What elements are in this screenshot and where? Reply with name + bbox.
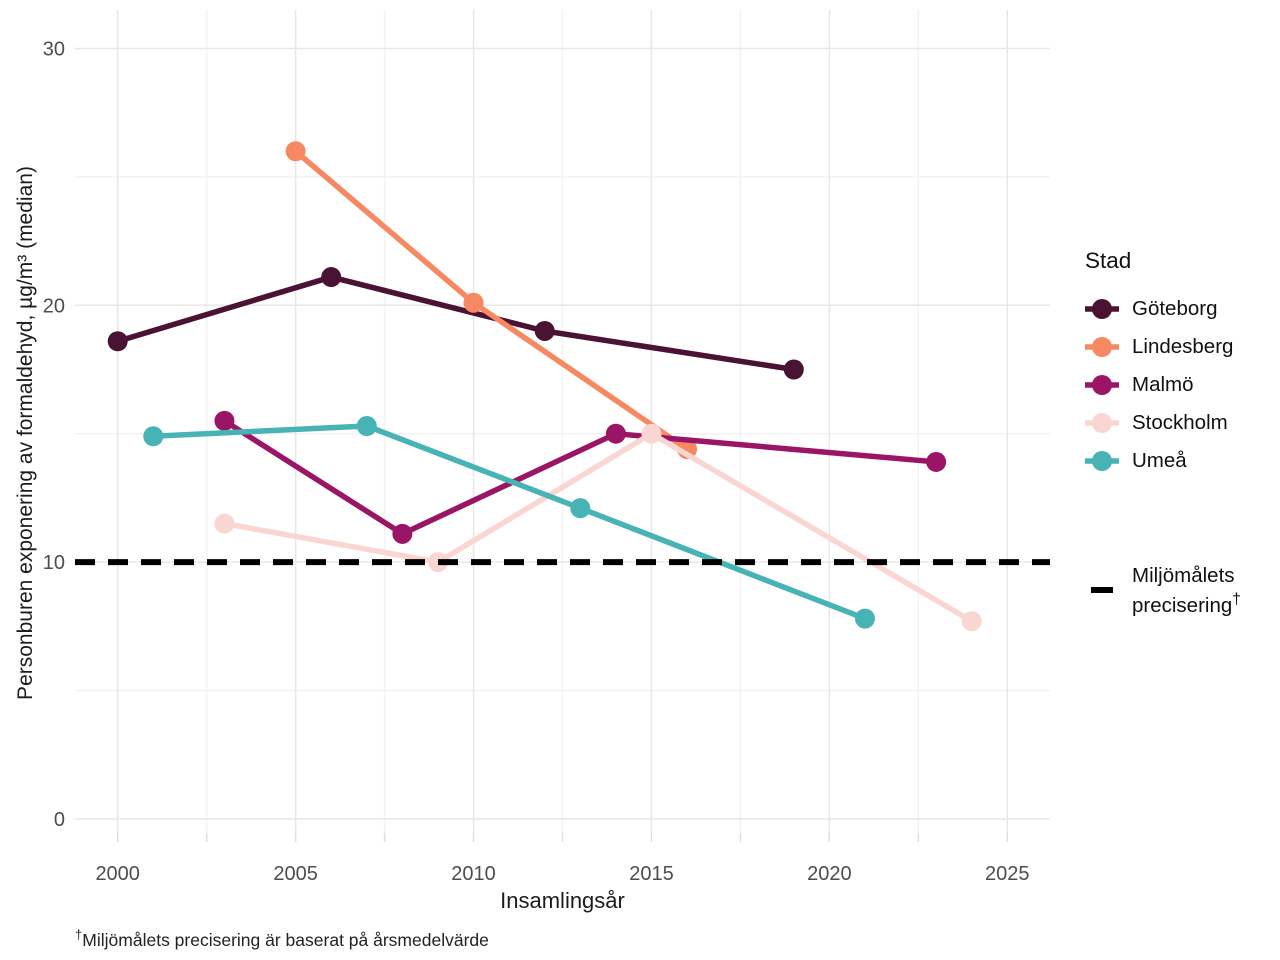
data-point-malmo-2014 xyxy=(605,423,626,444)
y-tick-label: 10 xyxy=(43,552,65,574)
footnote: †Miljömålets precisering är baserat på å… xyxy=(75,927,489,950)
line-point-key-icon xyxy=(1085,299,1119,319)
legend-title: Stad xyxy=(1085,248,1132,273)
line-point-key-icon xyxy=(1085,413,1119,433)
data-point-goteborg-2019 xyxy=(783,359,804,380)
data-point-goteborg-2000 xyxy=(107,331,128,352)
dashed-line-key-icon xyxy=(1091,587,1113,594)
legend-item-malmo: Malmö xyxy=(1085,366,1275,404)
legend-item-goteborg: Göteborg xyxy=(1085,290,1275,328)
data-point-umea-2013 xyxy=(570,498,591,519)
legend-label-stockholm: Stockholm xyxy=(1132,411,1228,434)
series-line-umea xyxy=(153,423,866,622)
dagger-superscript: † xyxy=(1232,590,1241,608)
data-point-lindesberg-2010 xyxy=(463,292,484,313)
series-line-goteborg xyxy=(116,274,795,373)
legend-label-reference-line: Miljömålets precisering† xyxy=(1132,564,1241,617)
x-tick-label: 2015 xyxy=(629,863,674,885)
data-point-malmo-2023 xyxy=(926,451,947,472)
data-point-malmo-2008 xyxy=(392,523,413,544)
data-point-malmo-2003 xyxy=(214,410,235,431)
x-tick-label: 2025 xyxy=(985,863,1030,885)
x-tick-label: 2000 xyxy=(95,863,140,885)
legend-item-lindesberg: Lindesberg xyxy=(1085,328,1275,366)
legend-label-goteborg: Göteborg xyxy=(1132,297,1218,320)
dagger-superscript: † xyxy=(75,927,83,942)
y-axis-title: Personburen exponering av formaldehyd, µ… xyxy=(14,166,37,700)
y-tick-label: 20 xyxy=(43,295,65,317)
legend-item-stockholm: Stockholm xyxy=(1085,404,1275,442)
data-point-umea-2001 xyxy=(143,426,164,447)
data-point-umea-2007 xyxy=(356,415,377,436)
legend-item-umea: Umeå xyxy=(1085,442,1275,480)
x-tick-label: 2020 xyxy=(807,863,852,885)
x-tick-label: 2010 xyxy=(451,863,496,885)
line-point-key-icon xyxy=(1085,451,1119,471)
data-point-stockholm-2003 xyxy=(214,513,235,534)
series-line-malmo xyxy=(222,418,937,537)
data-point-lindesberg-2005 xyxy=(285,141,306,162)
series-line-lindesberg xyxy=(293,149,689,452)
data-point-stockholm-2009 xyxy=(427,552,448,573)
data-point-umea-2021 xyxy=(854,608,875,629)
key-point xyxy=(1092,413,1112,433)
key-point xyxy=(1092,451,1112,471)
data-point-stockholm-2015 xyxy=(641,423,662,444)
legend-label-umea: Umeå xyxy=(1132,449,1187,472)
line-point-key-icon xyxy=(1085,337,1119,357)
legend-label-lindesberg: Lindesberg xyxy=(1132,335,1234,358)
data-point-goteborg-2012 xyxy=(534,320,555,341)
key-point xyxy=(1092,375,1112,395)
legend-items: Göteborg Lindesberg Malmö Stockholm Umeå xyxy=(1085,290,1275,480)
y-tick-label: 0 xyxy=(54,809,65,831)
key-point xyxy=(1092,299,1112,319)
x-axis-title: Insamlingsår xyxy=(500,888,625,913)
data-point-stockholm-2024 xyxy=(961,611,982,632)
legend-item-reference-line: Miljömålets precisering† xyxy=(1085,564,1275,617)
key-point xyxy=(1092,337,1112,357)
data-point-goteborg-2006 xyxy=(321,267,342,288)
y-tick-label: 30 xyxy=(43,39,65,61)
legend: Stad Göteborg Lindesberg Malmö Stockholm Ume… xyxy=(1085,246,1275,617)
x-tick-label: 2005 xyxy=(273,863,318,885)
series-line-stockholm xyxy=(223,430,974,624)
legend-label-malmo: Malmö xyxy=(1132,373,1194,396)
line-point-key-icon xyxy=(1085,375,1119,395)
